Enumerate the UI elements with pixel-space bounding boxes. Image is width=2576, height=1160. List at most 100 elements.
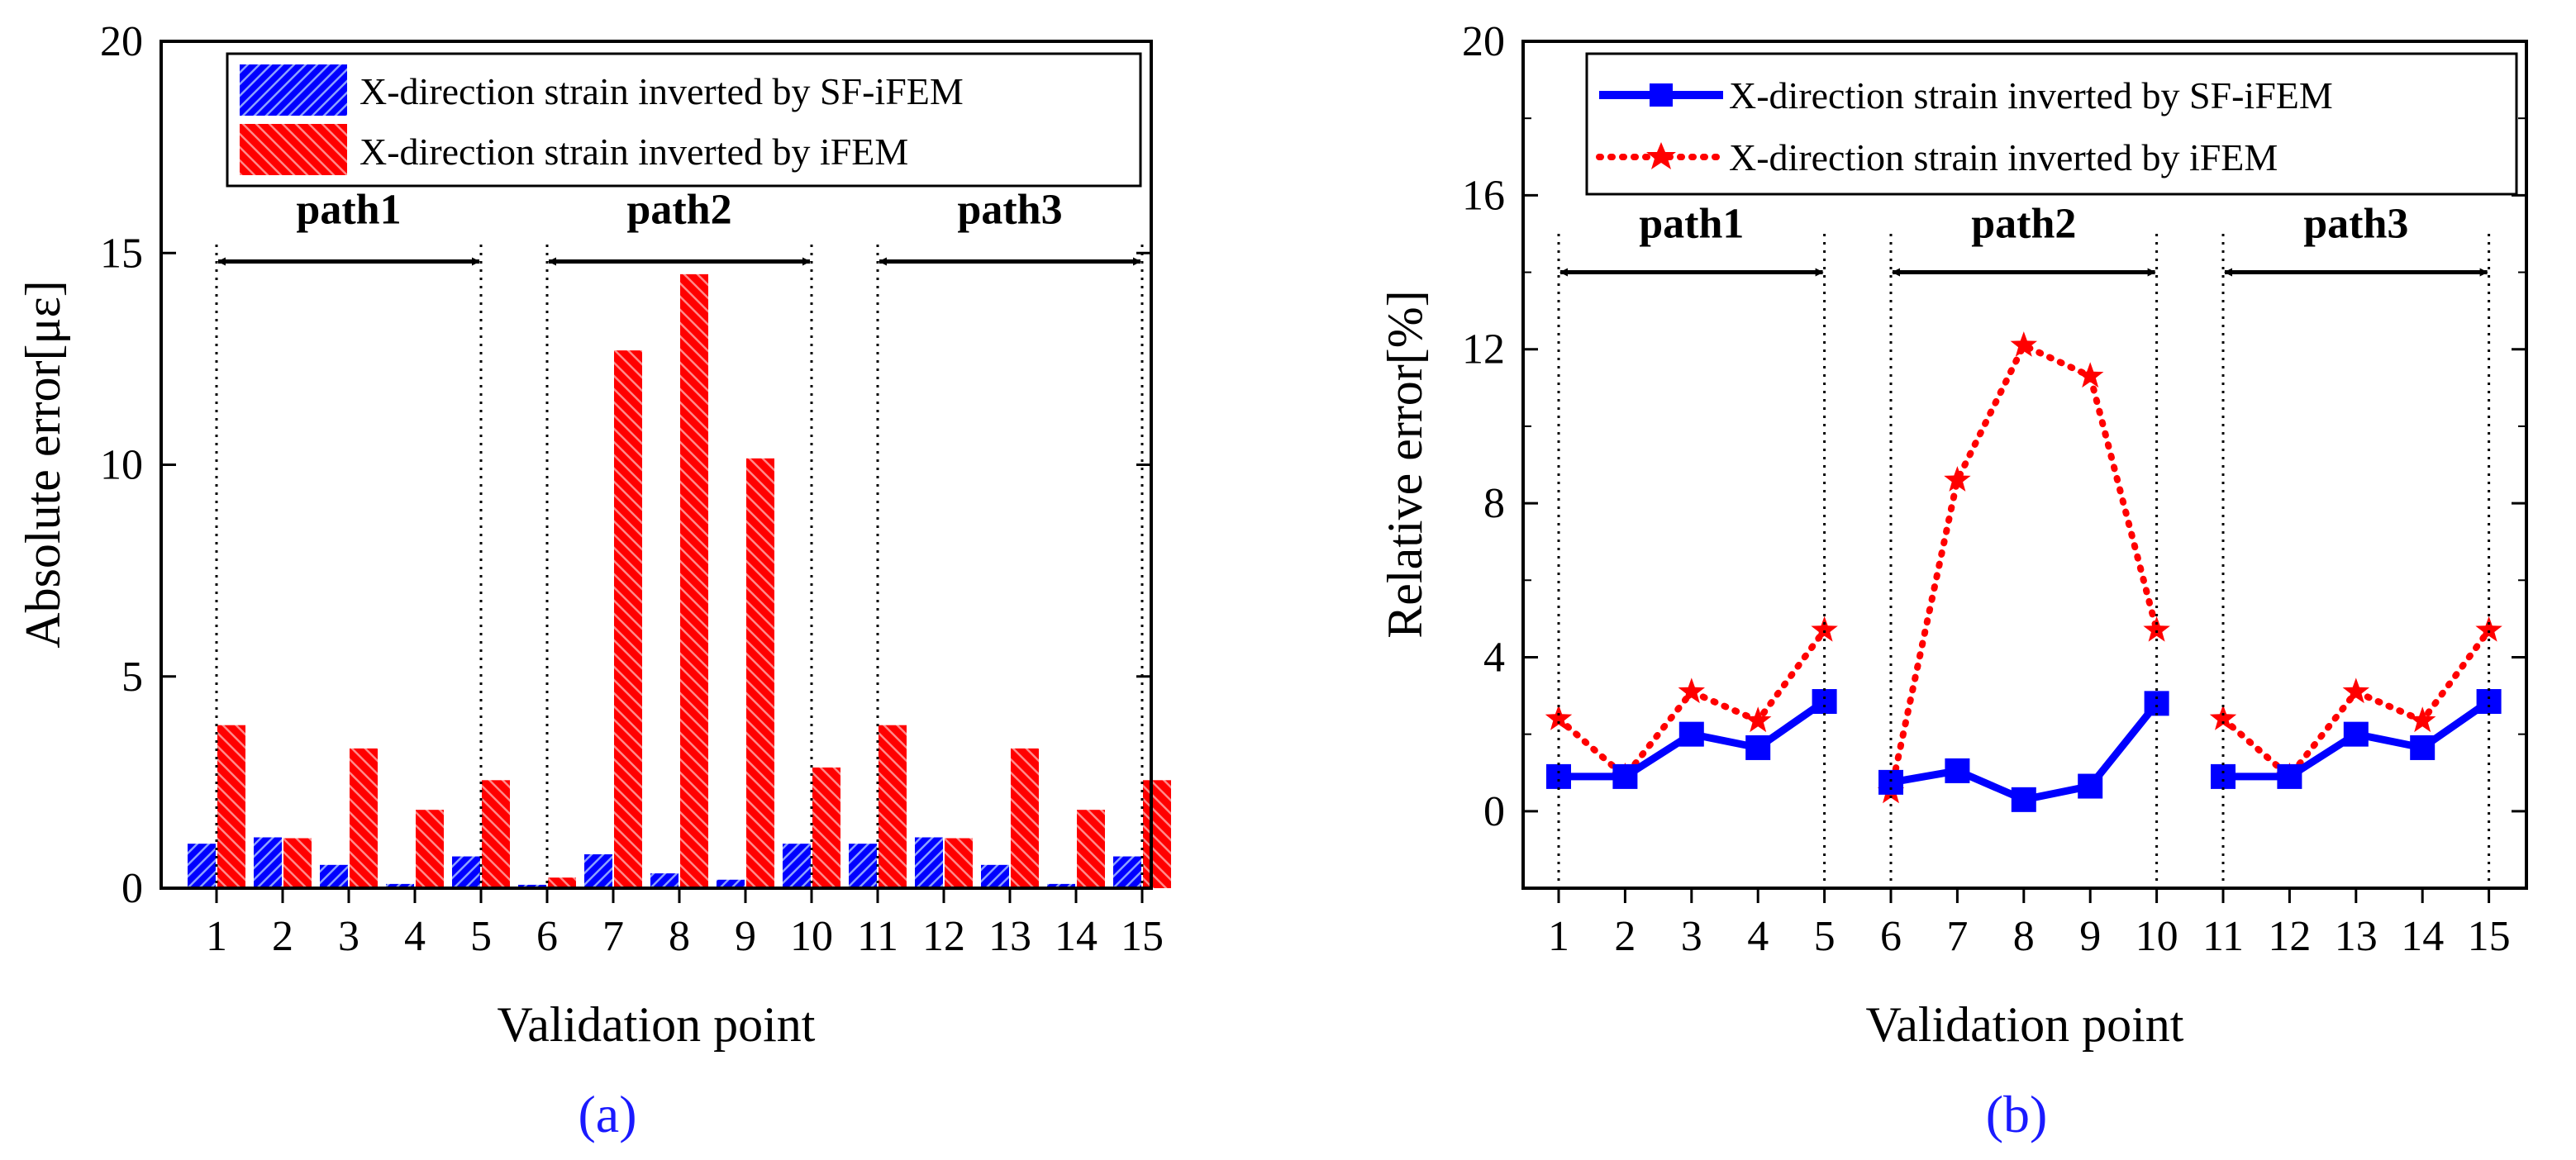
chart-a-bar-sf-ifem	[584, 854, 612, 888]
chart-b-point-ifem	[1944, 466, 1971, 492]
chart-a-bar-sf-ifem	[254, 837, 282, 888]
chart-a-xtick-label: 14	[1055, 913, 1098, 960]
chart-b-point-ifem	[1678, 677, 1705, 704]
chart-a-bar-ifem	[482, 780, 510, 888]
chart-a-ylabel: Absolute error[με]	[16, 280, 70, 649]
chart-b-point-sf-ifem	[2476, 689, 2502, 715]
chart-a-xlabel: Validation point	[498, 997, 816, 1052]
chart-a-xtick-label: 6	[536, 913, 558, 960]
chart-a-xtick-label: 5	[470, 913, 492, 960]
chart-b-path-label: path2	[1971, 201, 2076, 248]
chart-b-xlabel: Validation point	[1866, 997, 2184, 1052]
chart-b-point-sf-ifem	[2343, 721, 2369, 747]
chart-a-bar-ifem	[812, 767, 840, 888]
chart-a-path-label: path2	[626, 186, 731, 233]
chart-a-bar-sf-ifem	[1047, 883, 1075, 888]
chart-b-point-ifem	[2010, 331, 2037, 357]
chart-a-bar-sf-ifem	[981, 864, 1009, 888]
chart-b-xtick-label: 14	[2401, 913, 2444, 960]
chart-b-xtick-label: 10	[2136, 913, 2178, 960]
chart-b-xtick-label: 7	[1946, 913, 1968, 960]
chart-a-ytick-label: 0	[121, 865, 143, 912]
chart-a-bar-sf-ifem	[518, 884, 546, 888]
chart-a-ytick-label: 20	[100, 18, 143, 65]
chart-a-legend-label-sf-ifem: X-direction strain inverted by SF-iFEM	[359, 70, 964, 112]
chart-a-bar-ifem	[283, 838, 312, 888]
chart-a-xtick-label: 1	[206, 913, 227, 960]
chart-a-xtick-label: 10	[790, 913, 833, 960]
chart-b-point-ifem	[1811, 616, 1838, 642]
chart-b-xtick-label: 6	[1880, 913, 1902, 960]
chart-b-point-ifem	[2475, 616, 2502, 642]
chart-a-xtick-label: 4	[404, 913, 426, 960]
chart-b-xtick-label: 15	[2468, 913, 2511, 960]
chart-a-xtick-label: 7	[602, 913, 624, 960]
chart-a-bar-sf-ifem	[386, 883, 414, 888]
chart-a-ytick-label: 5	[121, 654, 143, 701]
chart-b-point-sf-ifem	[1745, 735, 1771, 760]
chart-a-bar-ifem	[217, 725, 245, 888]
chart-b-legend-marker-ifem	[1646, 142, 1676, 169]
chart-a-xtick-label: 3	[338, 913, 359, 960]
chart-a-legend-swatch-sf-ifem	[240, 64, 347, 116]
chart-b-line-ifem	[1555, 626, 1828, 782]
chart-b-point-ifem	[2209, 705, 2237, 730]
chart-b-xtick-label: 4	[1747, 913, 1769, 960]
chart-a-bar-ifem	[1143, 780, 1171, 888]
chart-b-legend-label-sf-ifem: X-direction strain inverted by SF-iFEM	[1729, 74, 2333, 116]
chart-b-xtick-label: 9	[2079, 913, 2101, 960]
chart-a-path-label: path3	[957, 186, 1062, 233]
chart-a-bar-sf-ifem	[717, 879, 745, 888]
chart-b-xtick-label: 2	[1614, 913, 1636, 960]
chart-b-point-sf-ifem	[2211, 763, 2236, 789]
chart-a-bar-sf-ifem	[452, 856, 480, 888]
chart-b-xtick-label: 11	[2202, 913, 2244, 960]
chart-b-line-sf-ifem	[1890, 701, 2160, 804]
chart-b-point-sf-ifem	[1546, 763, 1571, 789]
chart-b-point-ifem	[2143, 616, 2170, 642]
chart-a-legend: X-direction strain inverted by SF-iFEM X…	[226, 52, 1142, 188]
chart-b-xtick-label: 1	[1548, 913, 1569, 960]
chart-a-xtick-label: 9	[735, 913, 756, 960]
chart-b-ytick-label: 0	[1483, 788, 1505, 835]
chart-b-point-ifem	[2342, 677, 2369, 704]
chart-b-ytick-label: 12	[1462, 326, 1505, 373]
chart-b-point-sf-ifem	[1612, 763, 1638, 789]
chart-a-bar-ifem	[879, 725, 907, 888]
chart-a-bar-ifem	[416, 810, 444, 888]
chart-a-legend-label-ifem: X-direction strain inverted by iFEM	[359, 131, 908, 173]
chart-a-xtick-label: 2	[272, 913, 293, 960]
chart-a-bar-ifem	[680, 273, 708, 888]
chart-b-legend: X-direction strain inverted by SF-iFEM X…	[1585, 52, 2518, 196]
chart-b-point-sf-ifem	[2277, 763, 2302, 789]
chart-a-bar-ifem	[1077, 810, 1105, 888]
chart-a-bar-ifem	[548, 877, 576, 888]
chart-a-bar-ifem	[1011, 748, 1039, 888]
chart-a-subfigure-label: (a)	[578, 1085, 636, 1143]
chart-a-legend-box	[226, 52, 1142, 188]
chart-a-bar-sf-ifem	[915, 837, 943, 888]
chart-a-bar-sf-ifem	[783, 844, 811, 888]
chart-a-bar-ifem	[945, 838, 973, 888]
chart-b-xtick-label: 12	[2268, 913, 2311, 960]
chart-b-line-ifem	[2220, 626, 2493, 782]
chart-b-point-sf-ifem	[1945, 758, 1970, 783]
chart-b-point-ifem	[2409, 706, 2436, 733]
chart-b-path-markers: path1 path2 path3	[1557, 201, 2491, 888]
chart-a-bar-ifem	[746, 458, 774, 888]
chart-a-xtick-label: 11	[857, 913, 898, 960]
chart-b-ytick-label: 8	[1483, 480, 1505, 527]
chart-b-point-sf-ifem	[2410, 735, 2436, 760]
chart-a-path-markers: path1 path2 path3	[215, 186, 1144, 888]
chart-a-bar-sf-ifem	[849, 844, 877, 888]
chart-a-ytick-label: 10	[100, 442, 143, 489]
chart-b-legend-marker-sf-ifem	[1650, 83, 1673, 107]
chart-b-point-sf-ifem	[1678, 721, 1704, 747]
chart-b-xtick-label: 5	[1814, 913, 1836, 960]
chart-b-line-ifem	[1888, 340, 2160, 796]
